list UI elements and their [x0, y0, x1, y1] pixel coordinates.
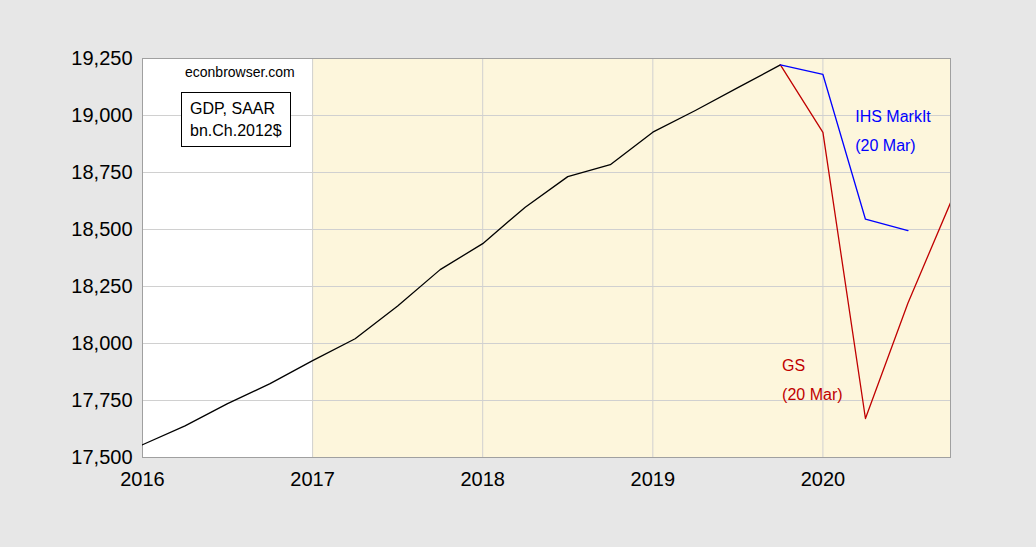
svg-text:2016: 2016 [120, 468, 165, 490]
svg-text:19,000: 19,000 [71, 104, 132, 126]
html-text:GDP, SAAR: GDP, SAAR [190, 100, 276, 117]
svg-text:18,750: 18,750 [71, 161, 132, 183]
svg-text:2019: 2019 [631, 468, 676, 490]
svg-text:19,250: 19,250 [71, 47, 132, 69]
svg-text:2020: 2020 [801, 468, 846, 490]
html-text:econbrowser.com: econbrowser.com [185, 64, 295, 80]
svg-text:17,750: 17,750 [71, 389, 132, 411]
svg-text:18,000: 18,000 [71, 332, 132, 354]
html-text:bn.Ch.2012$: bn.Ch.2012$ [190, 121, 282, 139]
svg-text:2017: 2017 [290, 468, 335, 490]
svg-text:17,500: 17,500 [71, 446, 132, 468]
svg-text:18,500: 18,500 [71, 218, 132, 240]
svg-text:IHS MarkIt(20 Mar): IHS MarkIt(20 Mar) [855, 108, 931, 154]
svg-text:GS(20 Mar): GS(20 Mar) [782, 357, 842, 403]
svg-text:2018: 2018 [460, 468, 505, 490]
svg-text:18,250: 18,250 [71, 275, 132, 297]
